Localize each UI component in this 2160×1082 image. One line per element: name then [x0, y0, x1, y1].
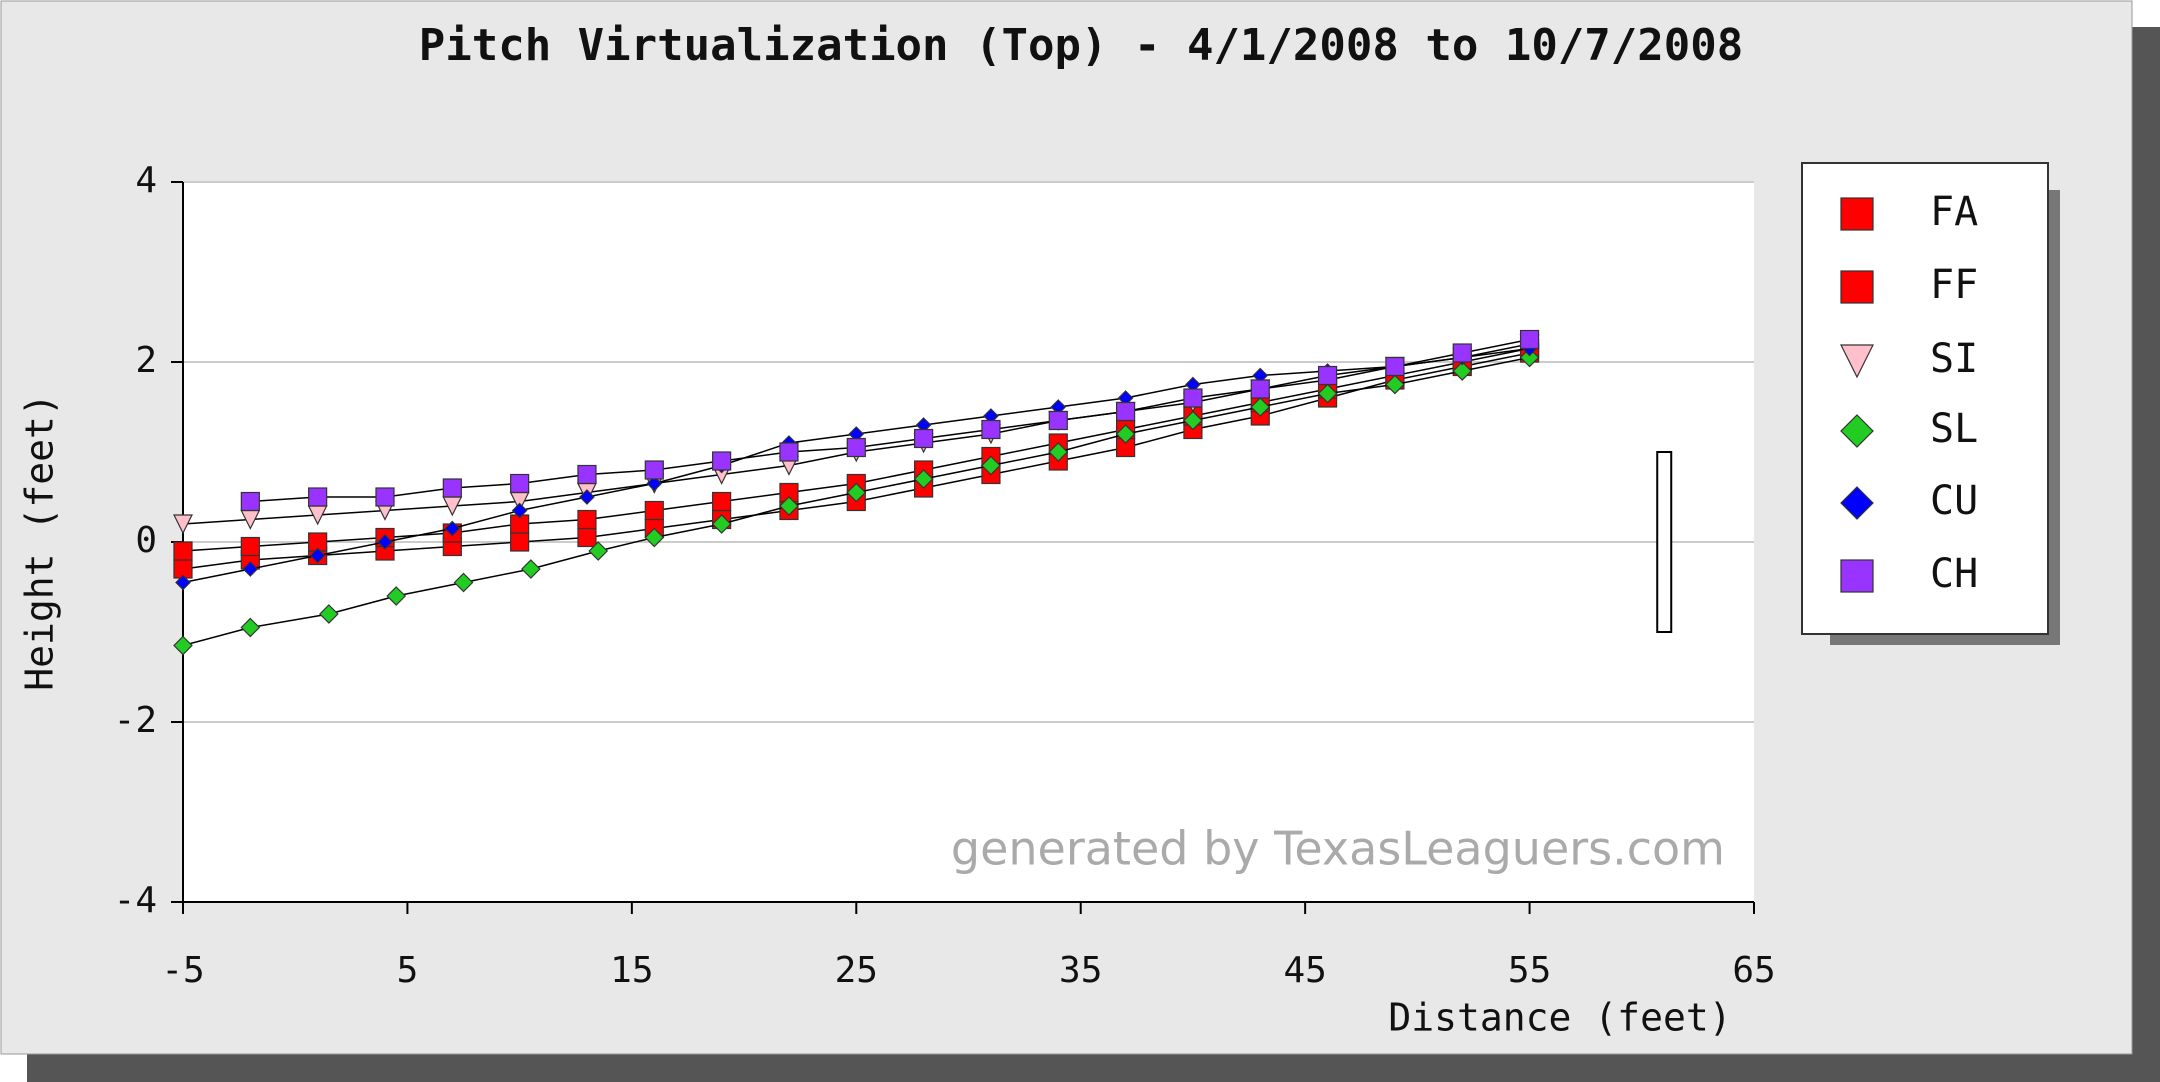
marker	[1183, 410, 1203, 431]
marker	[1250, 397, 1271, 417]
marker	[510, 532, 530, 552]
marker	[579, 489, 595, 505]
marker	[981, 455, 1001, 476]
marker	[577, 527, 597, 548]
marker	[779, 496, 799, 516]
marker	[846, 482, 867, 503]
legend-label: FA	[1930, 189, 1978, 235]
marker	[173, 514, 193, 535]
marker	[1250, 379, 1270, 399]
x-tick-label: -5	[161, 950, 204, 991]
marker	[712, 491, 732, 512]
marker	[1385, 374, 1405, 395]
legend-label: SI	[1930, 336, 1978, 382]
marker	[1840, 344, 1874, 379]
marker	[442, 478, 462, 498]
marker	[386, 586, 407, 606]
x-tick-label: 35	[1059, 950, 1102, 991]
marker	[1048, 410, 1068, 431]
marker	[308, 487, 328, 507]
y-tick-label: 0	[135, 520, 157, 561]
marker	[242, 561, 259, 577]
marker	[577, 464, 597, 485]
marker	[510, 473, 530, 494]
marker	[1840, 197, 1874, 231]
marker	[240, 617, 261, 638]
y-tick-label: -2	[114, 700, 157, 741]
marker	[521, 559, 541, 579]
marker	[511, 502, 528, 519]
x-tick-label: 45	[1283, 950, 1326, 991]
marker	[914, 428, 934, 449]
marker	[779, 442, 799, 462]
marker	[644, 527, 665, 548]
marker	[646, 475, 663, 492]
x-tick-label: 15	[610, 950, 653, 991]
marker	[1452, 343, 1472, 363]
marker	[319, 604, 339, 624]
marker	[981, 419, 1001, 440]
watermark: generated by TexasLeaguers.com	[951, 822, 1725, 876]
marker	[1183, 388, 1203, 408]
strike-zone	[1656, 451, 1673, 633]
marker	[1317, 365, 1338, 386]
legend	[1801, 162, 2049, 635]
legend-label: SL	[1930, 406, 1978, 452]
chart-title: Pitch Virtualization (Top) - 4/1/2008 to…	[419, 20, 1744, 71]
marker	[644, 500, 664, 521]
marker	[1840, 270, 1874, 304]
marker	[1519, 347, 1540, 368]
marker	[175, 574, 191, 591]
marker	[913, 469, 934, 489]
marker	[173, 635, 193, 656]
marker	[1452, 361, 1473, 381]
y-axis-label: Height (feet)	[18, 393, 62, 690]
trajectory-line	[250, 338, 1530, 503]
x-tick-label: 55	[1508, 950, 1551, 991]
marker	[1840, 486, 1874, 520]
y-tick-label: 4	[135, 160, 157, 201]
x-axis-label: Distance (feet)	[1388, 996, 1731, 1040]
marker	[309, 547, 326, 564]
marker	[712, 451, 732, 471]
marker	[1840, 414, 1874, 448]
marker	[1840, 559, 1874, 593]
x-tick-label: 5	[397, 950, 419, 991]
marker	[1115, 424, 1136, 444]
marker	[711, 514, 732, 534]
marker	[1519, 329, 1540, 350]
legend-label: CH	[1930, 551, 1978, 597]
marker	[577, 509, 597, 530]
marker	[588, 541, 609, 561]
y-tick-label: -4	[114, 880, 157, 921]
marker	[444, 520, 461, 537]
y-tick-label: 2	[135, 340, 157, 381]
marker	[240, 491, 260, 512]
legend-label: CU	[1930, 478, 1978, 524]
marker	[644, 460, 664, 480]
x-tick-label: 25	[835, 950, 878, 991]
x-tick-label: 65	[1732, 950, 1775, 991]
marker	[173, 541, 193, 561]
marker	[846, 437, 866, 458]
marker	[240, 536, 260, 557]
marker	[1317, 383, 1338, 404]
marker	[1385, 356, 1405, 377]
marker	[375, 487, 395, 507]
legend-label: FF	[1930, 262, 1978, 308]
marker	[1048, 442, 1069, 462]
marker	[1115, 401, 1136, 422]
marker	[453, 572, 474, 593]
marker	[377, 534, 393, 550]
